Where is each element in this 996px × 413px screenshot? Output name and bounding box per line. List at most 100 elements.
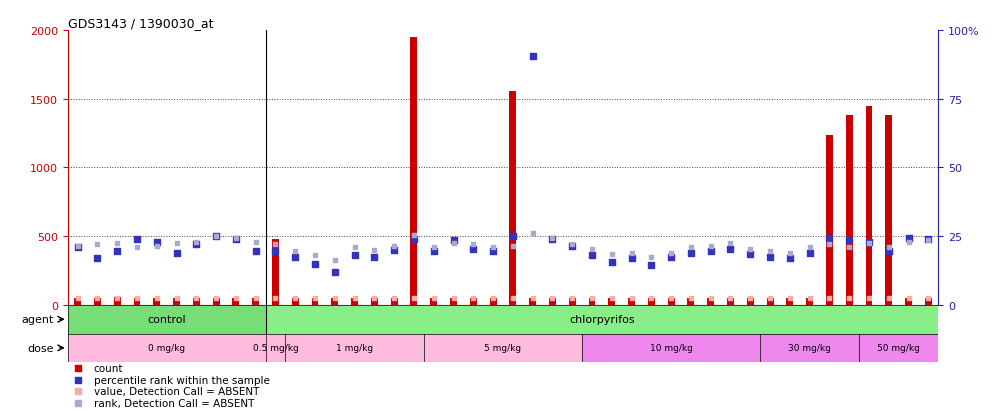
Bar (509, 91, 516, 305)
Point (406, 295, 422, 301)
Point (367, 295, 382, 301)
Point (287, 254, 303, 261)
Point (604, 251, 620, 258)
Text: 10 mg/kg: 10 mg/kg (649, 344, 692, 352)
Point (268, 242, 284, 248)
Point (683, 250, 699, 256)
Point (584, 246, 600, 252)
Point (90, 242, 106, 248)
Bar (589, 298, 596, 305)
Point (842, 244, 858, 251)
Text: 0 mg/kg: 0 mg/kg (148, 344, 185, 352)
Point (70, 243, 86, 249)
Bar (707, 298, 714, 305)
Bar (885, 116, 892, 305)
Point (70, 376, 86, 383)
Point (168, 295, 184, 301)
Bar (860, 334, 938, 362)
Text: percentile rank within the sample: percentile rank within the sample (94, 375, 270, 385)
Point (545, 235, 561, 241)
Point (425, 295, 441, 301)
Point (248, 249, 264, 255)
Point (900, 239, 916, 245)
Bar (312, 298, 319, 305)
Point (643, 254, 659, 261)
Point (722, 295, 738, 301)
Bar (410, 38, 417, 305)
Bar (292, 298, 299, 305)
Point (565, 242, 581, 248)
Point (643, 262, 659, 269)
Bar (272, 240, 279, 305)
Bar (490, 298, 497, 305)
Text: 5 mg/kg: 5 mg/kg (484, 344, 522, 352)
Point (110, 249, 125, 255)
Bar (760, 334, 860, 362)
Text: 1 mg/kg: 1 mg/kg (336, 344, 374, 352)
Point (505, 243, 521, 249)
Point (505, 233, 521, 240)
Bar (153, 298, 160, 305)
Point (663, 250, 679, 256)
Point (228, 236, 244, 243)
Bar (390, 298, 397, 305)
Point (703, 249, 719, 255)
Point (861, 239, 876, 245)
Text: rank, Detection Call = ABSENT: rank, Detection Call = ABSENT (94, 398, 254, 408)
Point (782, 250, 798, 256)
Point (386, 243, 402, 249)
Point (347, 244, 363, 251)
Bar (371, 298, 377, 305)
Point (880, 244, 896, 251)
Point (327, 269, 343, 275)
Point (762, 295, 778, 301)
Text: control: control (147, 314, 186, 325)
Bar (252, 298, 259, 305)
Point (604, 259, 620, 266)
Point (822, 242, 838, 248)
Bar (866, 107, 872, 305)
Point (148, 295, 164, 301)
Text: value, Detection Call = ABSENT: value, Detection Call = ABSENT (94, 387, 259, 396)
Point (782, 255, 798, 262)
Point (643, 295, 659, 301)
Point (604, 295, 620, 301)
Bar (266, 305, 938, 334)
Point (248, 295, 264, 301)
Point (802, 244, 818, 251)
Point (545, 295, 561, 301)
Bar (173, 298, 180, 305)
Point (445, 240, 461, 247)
Point (148, 239, 164, 245)
Text: 50 mg/kg: 50 mg/kg (877, 344, 920, 352)
Point (148, 243, 164, 249)
Point (525, 230, 541, 237)
Point (168, 250, 184, 256)
Bar (266, 334, 286, 362)
Bar (94, 298, 101, 305)
Point (842, 237, 858, 244)
Bar (114, 298, 121, 305)
Point (347, 252, 363, 259)
Point (703, 295, 719, 301)
Bar (727, 298, 734, 305)
Bar (193, 298, 200, 305)
Point (842, 295, 858, 301)
Point (525, 54, 541, 60)
Point (367, 247, 382, 254)
Point (485, 249, 501, 255)
Bar (232, 298, 239, 305)
Point (406, 236, 422, 243)
Bar (905, 298, 912, 305)
Point (584, 252, 600, 259)
Point (505, 295, 521, 301)
Point (307, 295, 323, 301)
Bar (846, 116, 853, 305)
Point (802, 295, 818, 301)
Point (70, 365, 86, 371)
Point (623, 295, 639, 301)
Point (367, 254, 382, 261)
Bar (687, 298, 694, 305)
Point (188, 295, 204, 301)
Point (228, 235, 244, 241)
